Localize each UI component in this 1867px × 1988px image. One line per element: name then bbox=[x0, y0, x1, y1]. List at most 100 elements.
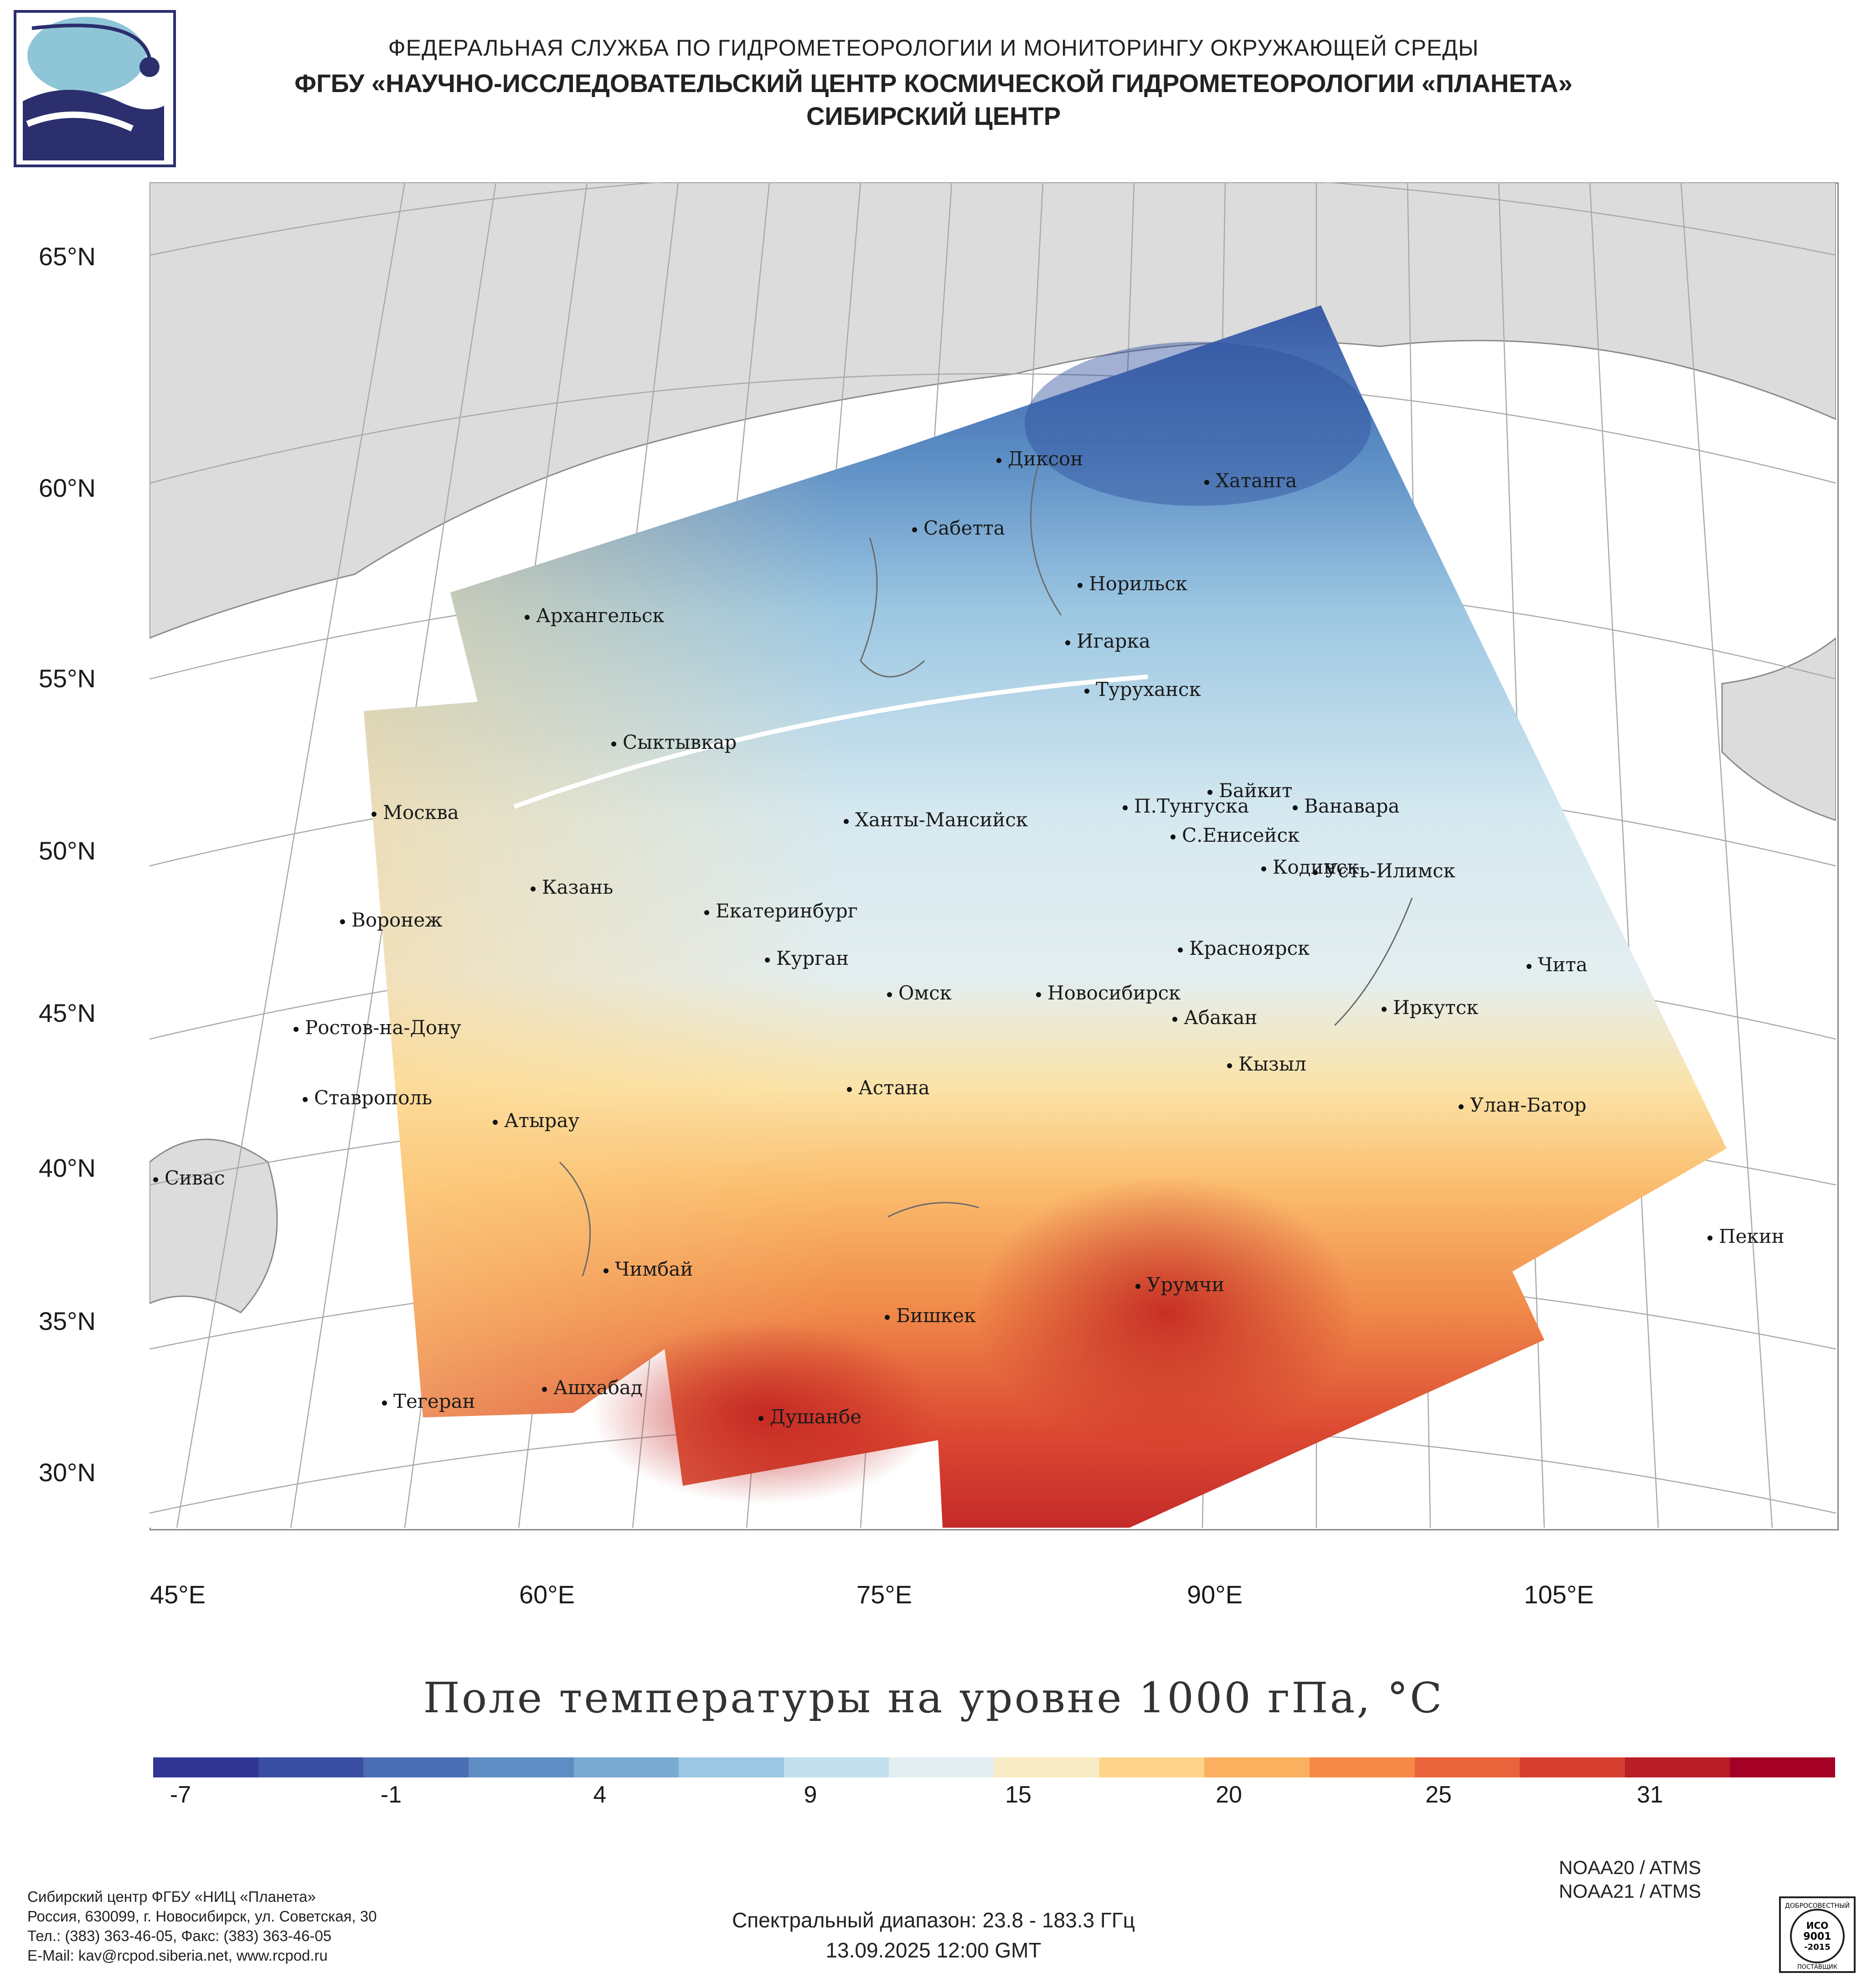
colorbar-segment bbox=[1204, 1757, 1310, 1777]
city-label: Архангельск bbox=[536, 604, 665, 627]
city-dot bbox=[1527, 963, 1532, 969]
city-marker: Абакан bbox=[1172, 1006, 1257, 1029]
satellite-line: NOAA20 / ATMS bbox=[1559, 1857, 1701, 1878]
city-label: Сыктывкар bbox=[623, 731, 737, 753]
city-label: Пекин bbox=[1719, 1225, 1784, 1247]
colorbar-tick: 20 bbox=[1216, 1782, 1242, 1808]
city-label: Усть-Илимск bbox=[1324, 860, 1455, 882]
city-marker: Архангельск bbox=[525, 604, 665, 627]
city-dot bbox=[1084, 688, 1089, 694]
city-marker: Ростов-на-Дону bbox=[294, 1016, 461, 1039]
city-label: Омск bbox=[898, 982, 952, 1004]
city-marker: Игарка bbox=[1065, 630, 1150, 652]
city-label: Ставрополь bbox=[314, 1087, 433, 1109]
lat-label-40: 40°N bbox=[38, 1154, 96, 1182]
city-marker: Москва bbox=[371, 801, 459, 824]
spectral-info: Спектральный диапазон: 23.8 - 183.3 ГГц … bbox=[0, 1905, 1867, 1965]
temperature-map bbox=[150, 182, 1836, 1528]
city-marker: Сабетта bbox=[912, 517, 1005, 539]
lon-label-75: 75°E bbox=[856, 1580, 913, 1609]
lat-label-65: 65°N bbox=[38, 242, 96, 271]
city-label: Игарка bbox=[1077, 630, 1150, 652]
city-label: Улан-Батор bbox=[1470, 1094, 1587, 1116]
city-dot bbox=[1065, 640, 1070, 645]
city-dot bbox=[1707, 1235, 1712, 1241]
city-label: Ванавара bbox=[1304, 795, 1400, 817]
colorbar-tick: -1 bbox=[380, 1782, 402, 1808]
lat-label-55: 55°N bbox=[38, 664, 96, 693]
city-dot bbox=[1293, 805, 1298, 810]
city-label: Чимбай bbox=[615, 1258, 693, 1280]
city-label: Екатеринбург bbox=[716, 900, 858, 922]
city-label: Ростов-на-Дону bbox=[305, 1016, 461, 1039]
city-marker: Ставрополь bbox=[303, 1087, 432, 1109]
colorbar-tick: -7 bbox=[170, 1782, 191, 1808]
city-dot bbox=[1459, 1104, 1464, 1109]
satellite-info: NOAA20 / ATMS NOAA21 / ATMS bbox=[1559, 1856, 1701, 1903]
city-dot bbox=[382, 1400, 387, 1406]
city-marker: Душанбе bbox=[758, 1406, 861, 1428]
city-label: Иркутск bbox=[1393, 996, 1479, 1019]
iso-bottom-text: ПОСТАВЩИК bbox=[1797, 1964, 1837, 1971]
planeta-logo bbox=[14, 10, 176, 167]
city-label: Душанбе bbox=[770, 1406, 862, 1428]
city-dot bbox=[885, 1314, 890, 1320]
city-dot bbox=[996, 458, 1001, 463]
city-dot bbox=[1382, 1006, 1387, 1012]
city-label: Воронеж bbox=[351, 909, 443, 931]
city-marker: Байкит bbox=[1207, 779, 1292, 802]
city-marker: Астана bbox=[847, 1076, 930, 1099]
city-marker: Норильск bbox=[1078, 572, 1187, 595]
city-label: Туруханск bbox=[1096, 678, 1201, 700]
satellite-line: NOAA21 / ATMS bbox=[1559, 1880, 1701, 1902]
city-dot bbox=[912, 527, 917, 532]
header-agency: ФЕДЕРАЛЬНАЯ СЛУЖБА ПО ГИДРОМЕТЕОРОЛОГИИ … bbox=[388, 35, 1479, 61]
footer-line: Россия, 630099, г. Новосибирск, ул. Сове… bbox=[27, 1908, 377, 1925]
city-label: Абакан bbox=[1184, 1006, 1258, 1029]
city-dot bbox=[1078, 582, 1083, 588]
city-dot bbox=[1036, 992, 1041, 997]
colorbar-segment bbox=[994, 1757, 1099, 1777]
city-dot bbox=[765, 957, 770, 963]
lat-label-30: 30°N bbox=[38, 1458, 96, 1487]
footer-line: Тел.: (383) 363-46-05, Факс: (383) 363-4… bbox=[27, 1927, 332, 1944]
city-marker: Казань bbox=[531, 876, 613, 898]
city-marker: Сыктывкар bbox=[611, 731, 737, 753]
city-dot bbox=[340, 919, 345, 924]
colorbar-segment bbox=[573, 1757, 679, 1777]
city-label: Сабетта bbox=[923, 517, 1005, 539]
colorbar-segment bbox=[1730, 1757, 1835, 1777]
lat-label-45: 45°N bbox=[38, 999, 96, 1027]
city-label: Тегеран bbox=[393, 1390, 475, 1412]
city-label: П.Тунгуска bbox=[1134, 795, 1249, 817]
city-marker: Урумчи bbox=[1135, 1273, 1224, 1296]
city-marker: Омск bbox=[887, 982, 952, 1004]
lon-label-60: 60°E bbox=[519, 1580, 575, 1609]
city-dot bbox=[704, 910, 709, 915]
city-label: Норильск bbox=[1089, 572, 1188, 595]
colorbar-segment bbox=[784, 1757, 889, 1777]
colorbar-segment bbox=[1520, 1757, 1625, 1777]
city-dot bbox=[1207, 789, 1212, 795]
city-marker: Красноярск bbox=[1178, 937, 1310, 959]
city-dot bbox=[153, 1177, 158, 1182]
city-marker: Пекин bbox=[1707, 1225, 1784, 1247]
city-dot bbox=[1171, 834, 1176, 839]
city-label: Бишкек bbox=[896, 1304, 976, 1327]
city-label: Кызыл bbox=[1238, 1053, 1306, 1075]
city-marker: С.Енисейск bbox=[1171, 824, 1300, 846]
colorbar-tick: 25 bbox=[1425, 1782, 1452, 1808]
city-dot bbox=[887, 992, 892, 997]
city-dot bbox=[294, 1026, 299, 1032]
city-marker: Сивас bbox=[153, 1167, 225, 1189]
city-marker: Ханты-Мансийск bbox=[844, 809, 1028, 831]
city-marker: Бишкек bbox=[885, 1304, 976, 1327]
city-dot bbox=[1313, 870, 1318, 875]
colorbar-tick: 4 bbox=[593, 1782, 607, 1808]
footer-line: E-Mail: kav@rcpod.siberia.net, www.rcpod… bbox=[27, 1947, 328, 1964]
colorbar-segment bbox=[1309, 1757, 1415, 1777]
city-label: Атырау bbox=[504, 1109, 580, 1132]
city-marker: Тегеран bbox=[382, 1390, 475, 1412]
colorbar bbox=[153, 1757, 1835, 1777]
lat-label-50: 50°N bbox=[38, 836, 96, 865]
